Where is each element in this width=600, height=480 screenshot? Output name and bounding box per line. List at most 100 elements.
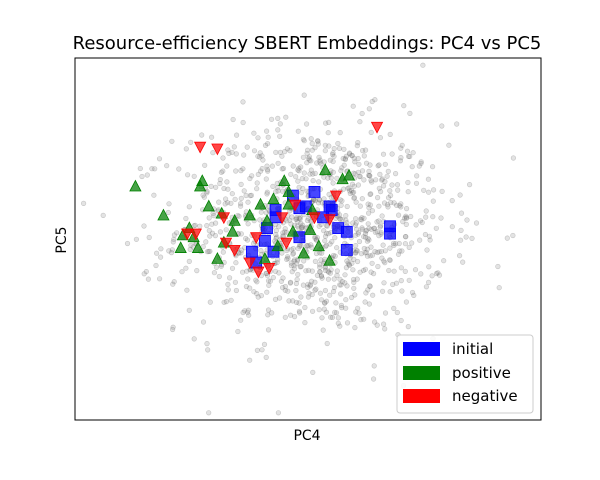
- background-point: [408, 213, 414, 220]
- background-point: [496, 285, 502, 291]
- background-point: [238, 195, 244, 201]
- background-point: [417, 237, 423, 243]
- background-point: [426, 279, 432, 286]
- background-point: [312, 170, 318, 176]
- negative-point: [217, 212, 231, 225]
- negative-point: [189, 228, 202, 241]
- background-point: [305, 281, 311, 287]
- background-point: [288, 263, 295, 269]
- background-point: [387, 257, 393, 263]
- background-point: [368, 244, 374, 250]
- background-point: [234, 132, 240, 138]
- background-point: [350, 220, 356, 226]
- background-point: [405, 179, 411, 186]
- background-point: [228, 200, 234, 206]
- background-point: [309, 244, 315, 250]
- background-point: [158, 254, 164, 260]
- background-point: [330, 169, 336, 175]
- background-point: [297, 214, 303, 220]
- background-point: [310, 171, 316, 177]
- background-point: [398, 155, 404, 161]
- background-point: [359, 215, 365, 221]
- background-point: [328, 267, 334, 273]
- background-point: [206, 248, 212, 255]
- background-point: [382, 326, 388, 332]
- background-point: [144, 172, 150, 178]
- background-point: [366, 301, 373, 307]
- background-point: [356, 310, 362, 316]
- background-point: [305, 284, 311, 291]
- background-point: [186, 307, 192, 313]
- background-point: [257, 217, 263, 223]
- background-point: [327, 241, 333, 247]
- background-point: [275, 127, 281, 133]
- background-point: [317, 157, 323, 163]
- positive-point: [286, 224, 300, 237]
- background-point: [326, 231, 332, 237]
- background-point: [373, 177, 379, 183]
- background-point: [260, 157, 266, 163]
- background-point: [233, 168, 239, 174]
- background-point: [312, 197, 318, 204]
- background-point: [291, 257, 298, 263]
- background-point: [224, 163, 230, 169]
- background-point: [354, 248, 360, 254]
- background-point: [212, 233, 218, 239]
- background-point: [371, 225, 377, 231]
- background-point: [347, 255, 353, 261]
- background-point: [382, 260, 388, 266]
- background-point: [385, 168, 391, 174]
- background-point: [166, 201, 172, 207]
- background-point: [220, 249, 226, 255]
- background-point: [211, 213, 217, 219]
- positive-point: [196, 174, 209, 186]
- background-point: [317, 269, 323, 275]
- background-point: [273, 189, 279, 195]
- background-point: [334, 268, 340, 274]
- background-point: [357, 203, 363, 209]
- background-point: [185, 172, 191, 178]
- background-point: [371, 376, 377, 382]
- background-point: [235, 212, 241, 219]
- background-point: [320, 327, 326, 333]
- background-point: [410, 150, 416, 156]
- background-point: [302, 304, 308, 311]
- background-point: [225, 147, 231, 153]
- background-point: [306, 267, 312, 273]
- background-point: [80, 200, 87, 206]
- background-point: [302, 320, 308, 326]
- background-point: [504, 235, 510, 241]
- background-point: [332, 253, 338, 259]
- background-point: [204, 223, 210, 229]
- background-point: [367, 283, 373, 289]
- background-point: [331, 276, 337, 282]
- background-point: [382, 161, 388, 167]
- background-point: [457, 253, 463, 259]
- background-point: [217, 180, 223, 187]
- background-point: [288, 221, 294, 227]
- background-point: [301, 258, 307, 264]
- background-point: [282, 287, 288, 293]
- background-point: [349, 260, 355, 266]
- background-point: [313, 286, 319, 292]
- background-point: [323, 223, 330, 229]
- background-point: [403, 213, 409, 219]
- background-point: [309, 291, 315, 298]
- background-point: [417, 218, 424, 224]
- background-point: [296, 168, 302, 174]
- background-point: [357, 269, 363, 275]
- background-point: [288, 260, 294, 266]
- background-point: [338, 282, 344, 288]
- background-point: [191, 223, 197, 229]
- background-point: [390, 240, 397, 246]
- background-point: [419, 219, 425, 226]
- background-point: [345, 260, 351, 266]
- background-point: [346, 185, 352, 191]
- background-point: [266, 282, 272, 288]
- background-point: [369, 179, 375, 185]
- background-point: [329, 239, 335, 245]
- background-point: [298, 220, 304, 226]
- background-point: [241, 188, 247, 194]
- background-point: [397, 248, 403, 254]
- background-point: [239, 247, 245, 253]
